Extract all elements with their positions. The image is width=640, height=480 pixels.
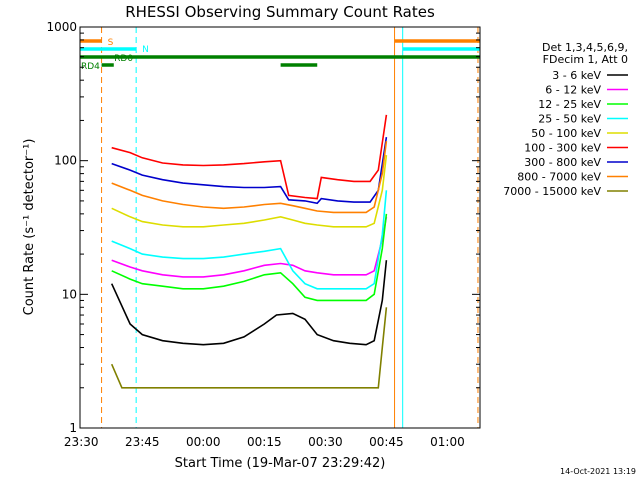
- legend-label-0: 3 - 6 keV: [552, 69, 601, 82]
- series-line-3: [111, 190, 388, 290]
- legend-label-8: 7000 - 15000 keV: [503, 185, 601, 198]
- x-tick-label: 00:00: [186, 435, 221, 449]
- y-tick-label: 10: [62, 287, 77, 301]
- y-tick-label: 100: [54, 154, 77, 168]
- footer-date: 14-Oct-2021 13:19: [560, 467, 636, 476]
- y-tick-label: 1000: [46, 20, 77, 34]
- legend-label-6: 300 - 800 keV: [524, 156, 601, 169]
- x-axis-label: Start Time (19-Mar-07 23:29:42): [175, 456, 386, 471]
- plot-area: S N RD0 RD4: [79, 27, 480, 428]
- axes: 1 10 100 1000 23:30 23:45 00:00 00:15 00:30 00:45…: [46, 20, 481, 449]
- legend-label-3: 25 - 50 keV: [538, 113, 601, 126]
- series-line-1: [111, 216, 388, 278]
- flag-label-rd4: RD4: [81, 62, 100, 72]
- legend-label-4: 50 - 100 keV: [531, 127, 601, 140]
- chart-title: RHESSI Observing Summary Count Rates: [125, 3, 435, 21]
- legend-label-7: 800 - 7000 keV: [517, 171, 601, 184]
- x-tick-label: 00:30: [308, 435, 343, 449]
- series-line-7: [111, 140, 388, 214]
- legend: Det 1,3,4,5,6,9,FDecim 1, Att 0 3 - 6 keV…: [503, 41, 628, 198]
- legend-label-1: 6 - 12 keV: [545, 84, 601, 97]
- x-tick-label: 23:30: [64, 435, 99, 449]
- legend-header-1: FDecim 1, Att 0: [543, 53, 628, 66]
- y-axis-label: Count Rate (s⁻¹ detector⁻¹): [22, 139, 37, 316]
- flag-label-rd0: RD0: [114, 54, 133, 64]
- y-tick-label: 1: [69, 421, 77, 435]
- series-line-5: [111, 114, 388, 200]
- plot-frame: [79, 26, 481, 429]
- legend-label-5: 100 - 300 keV: [524, 142, 601, 155]
- legend-header-0: Det 1,3,4,5,6,9,: [542, 41, 628, 54]
- legend-label-2: 12 - 25 keV: [538, 98, 601, 111]
- x-tick-label: 01:00: [430, 435, 465, 449]
- series-line-4: [111, 155, 388, 228]
- x-tick-label: 00:45: [369, 435, 404, 449]
- series-line-2: [111, 213, 388, 302]
- series-line-6: [111, 136, 388, 205]
- series-line-8: [110, 307, 388, 389]
- flag-label-s: S: [108, 38, 114, 48]
- series-line-0: [110, 260, 388, 346]
- x-tick-label: 00:15: [247, 435, 282, 449]
- flag-label-n: N: [142, 45, 149, 55]
- x-tick-label: 23:45: [125, 435, 160, 449]
